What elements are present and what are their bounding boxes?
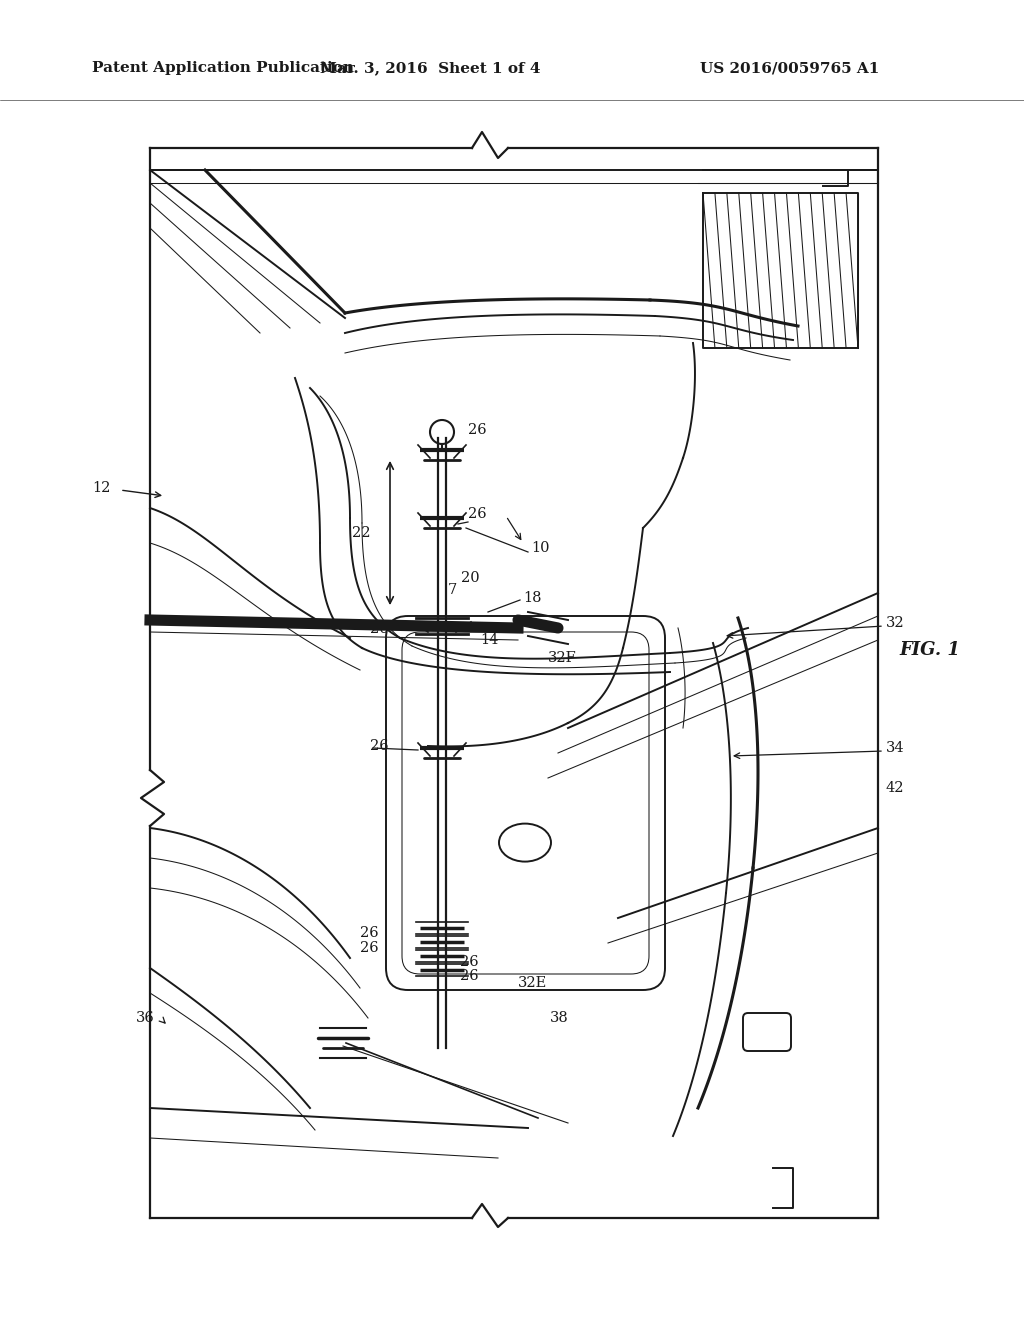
Text: 7: 7 — [449, 583, 458, 597]
Text: 26: 26 — [370, 622, 389, 636]
Text: US 2016/0059765 A1: US 2016/0059765 A1 — [700, 61, 880, 75]
Text: 20: 20 — [461, 572, 479, 585]
Text: 26: 26 — [468, 422, 486, 437]
Text: 42: 42 — [886, 781, 904, 795]
Text: 32E: 32E — [518, 975, 547, 990]
Text: Mar. 3, 2016  Sheet 1 of 4: Mar. 3, 2016 Sheet 1 of 4 — [319, 61, 541, 75]
Text: 26: 26 — [360, 927, 379, 940]
Text: 26: 26 — [468, 507, 486, 521]
Text: 22: 22 — [352, 525, 371, 540]
Text: 18: 18 — [523, 591, 542, 605]
Text: 26: 26 — [460, 954, 478, 969]
Text: FIG. 1: FIG. 1 — [899, 642, 961, 659]
Text: 38: 38 — [550, 1011, 568, 1026]
FancyBboxPatch shape — [402, 632, 649, 974]
Text: Patent Application Publication: Patent Application Publication — [92, 61, 354, 75]
Text: 32F: 32F — [548, 651, 577, 665]
Text: 10: 10 — [531, 541, 550, 554]
Text: 26: 26 — [360, 941, 379, 954]
Text: 26: 26 — [370, 739, 389, 752]
Text: 34: 34 — [886, 741, 904, 755]
Text: 32: 32 — [886, 616, 904, 630]
Text: 36: 36 — [136, 1011, 155, 1026]
FancyBboxPatch shape — [743, 1012, 791, 1051]
Text: 14: 14 — [480, 634, 499, 647]
Text: 26: 26 — [460, 969, 478, 983]
Ellipse shape — [499, 824, 551, 862]
Text: 12: 12 — [92, 480, 111, 495]
FancyBboxPatch shape — [386, 616, 665, 990]
